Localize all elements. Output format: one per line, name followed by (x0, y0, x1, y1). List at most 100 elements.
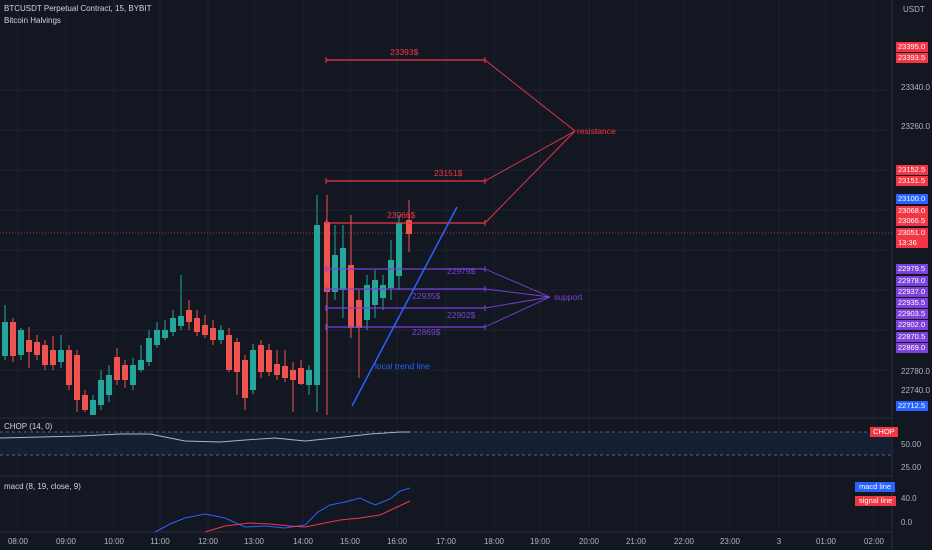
candle-body[interactable] (388, 260, 394, 288)
price-axis-label: 23260.0 (901, 122, 930, 131)
candle-body[interactable] (314, 225, 320, 385)
support-label-3[interactable]: 22902$ (447, 310, 476, 320)
price-badge: 22869.0 (896, 343, 928, 353)
candle-body[interactable] (396, 223, 402, 276)
resistance-arrow (484, 130, 576, 224)
candle-body[interactable] (226, 335, 232, 370)
price-axis-label: 22780.0 (901, 367, 930, 376)
candle-body[interactable] (298, 368, 304, 384)
time-axis-label: 02:00 (863, 537, 885, 546)
candle-body[interactable] (106, 375, 112, 395)
indicator-title[interactable]: Bitcoin Halvings (4, 16, 61, 25)
macd-axis-label: 0.0 (901, 518, 913, 527)
time-axis-label: 20:00 (578, 537, 600, 546)
candle-body[interactable] (372, 280, 378, 305)
macd-legend-macd: macd line (855, 482, 896, 492)
price-badge: 23151.5 (896, 176, 928, 186)
chop-badge: CHOP (870, 427, 898, 437)
time-axis-label: 09:00 (55, 537, 77, 546)
candle-body[interactable] (98, 380, 104, 405)
candle-body[interactable] (242, 360, 248, 398)
time-axis-label: 22:00 (673, 537, 695, 546)
candle-body[interactable] (178, 316, 184, 326)
candle-body[interactable] (10, 322, 16, 356)
candle-body[interactable] (194, 318, 200, 332)
candle-body[interactable] (186, 310, 192, 322)
support-arrow (484, 296, 551, 328)
price-badge: 22870.5 (896, 332, 928, 342)
chop-pane-title[interactable]: CHOP (14, 0) (4, 422, 53, 431)
candle-body[interactable] (234, 342, 240, 372)
resistance-label-2[interactable]: 23151$ (434, 168, 463, 178)
candle-body[interactable] (250, 350, 256, 390)
candle-body[interactable] (162, 330, 168, 338)
time-axis-label: 12:00 (197, 537, 219, 546)
time-axis-label: 19:00 (529, 537, 551, 546)
candle-body[interactable] (306, 370, 312, 385)
candle-body[interactable] (50, 350, 56, 365)
support-label-1[interactable]: 22979$ (447, 266, 476, 276)
support-label-4[interactable]: 22869$ (412, 327, 441, 337)
signal-line[interactable] (204, 500, 411, 533)
candle-body[interactable] (130, 365, 136, 385)
candle-body[interactable] (146, 338, 152, 362)
candle-body[interactable] (58, 350, 64, 362)
price-badge: 13:36 (896, 238, 928, 248)
time-axis-label: 18:00 (483, 537, 505, 546)
price-badge: 23051.0 (896, 228, 928, 238)
macd-line[interactable] (154, 487, 411, 533)
time-axis-label: 23:00 (719, 537, 741, 546)
support-arrow (484, 296, 551, 309)
support-caption[interactable]: support (554, 292, 583, 302)
candle-body[interactable] (364, 285, 370, 320)
candle-body[interactable] (258, 345, 264, 372)
resistance-label-1[interactable]: 23393$ (390, 47, 419, 57)
candle-body[interactable] (210, 328, 216, 340)
candle-body[interactable] (218, 330, 224, 340)
candle-body[interactable] (170, 318, 176, 332)
candle-body[interactable] (406, 220, 412, 234)
support-label-2[interactable]: 22935$ (412, 291, 441, 301)
chop-line[interactable] (0, 431, 410, 443)
symbol-title[interactable]: BTCUSDT Perpetual Contract, 15, BYBIT (4, 4, 152, 13)
candle-body[interactable] (114, 357, 120, 380)
time-axis-label: 11:00 (150, 537, 170, 546)
candle-body[interactable] (356, 300, 362, 328)
support-drawing[interactable] (325, 266, 551, 330)
candle-body[interactable] (66, 350, 72, 385)
candle-body[interactable] (266, 350, 272, 372)
candle-body[interactable] (290, 370, 296, 380)
candle-body[interactable] (348, 265, 354, 328)
candle-body[interactable] (332, 255, 338, 292)
candle-body[interactable] (138, 360, 144, 370)
candle-body[interactable] (82, 395, 88, 410)
candle-body[interactable] (2, 322, 8, 356)
candle-body[interactable] (74, 355, 80, 400)
time-axis-label: 21:00 (625, 537, 647, 546)
support-arrow (484, 288, 551, 298)
candle-body[interactable] (90, 400, 96, 415)
price-badge: 22903.5 (896, 309, 928, 319)
candle-body[interactable] (42, 345, 48, 365)
candle-body[interactable] (122, 365, 128, 380)
price-badge: 22979.5 (896, 264, 928, 274)
resistance-label-3[interactable]: 23066$ (387, 210, 416, 220)
resistance-caption[interactable]: resistance (577, 126, 616, 136)
candle-body[interactable] (324, 222, 330, 292)
candlestick-series[interactable] (2, 195, 412, 415)
candle-body[interactable] (34, 342, 40, 355)
candle-body[interactable] (18, 330, 24, 355)
candle-body[interactable] (274, 364, 280, 375)
time-axis-label: 16:00 (386, 537, 408, 546)
macd-pane-title[interactable]: macd (8, 19, close, 9) (4, 482, 81, 491)
candle-body[interactable] (26, 340, 32, 352)
candle-body[interactable] (202, 325, 208, 335)
trend-caption[interactable]: local trend line (375, 361, 430, 371)
trend-line[interactable] (351, 206, 458, 407)
resistance-drawing[interactable] (325, 57, 576, 226)
resistance-arrow (484, 59, 576, 132)
candle-body[interactable] (380, 285, 386, 298)
candle-body[interactable] (154, 330, 160, 345)
candle-body[interactable] (282, 366, 288, 378)
